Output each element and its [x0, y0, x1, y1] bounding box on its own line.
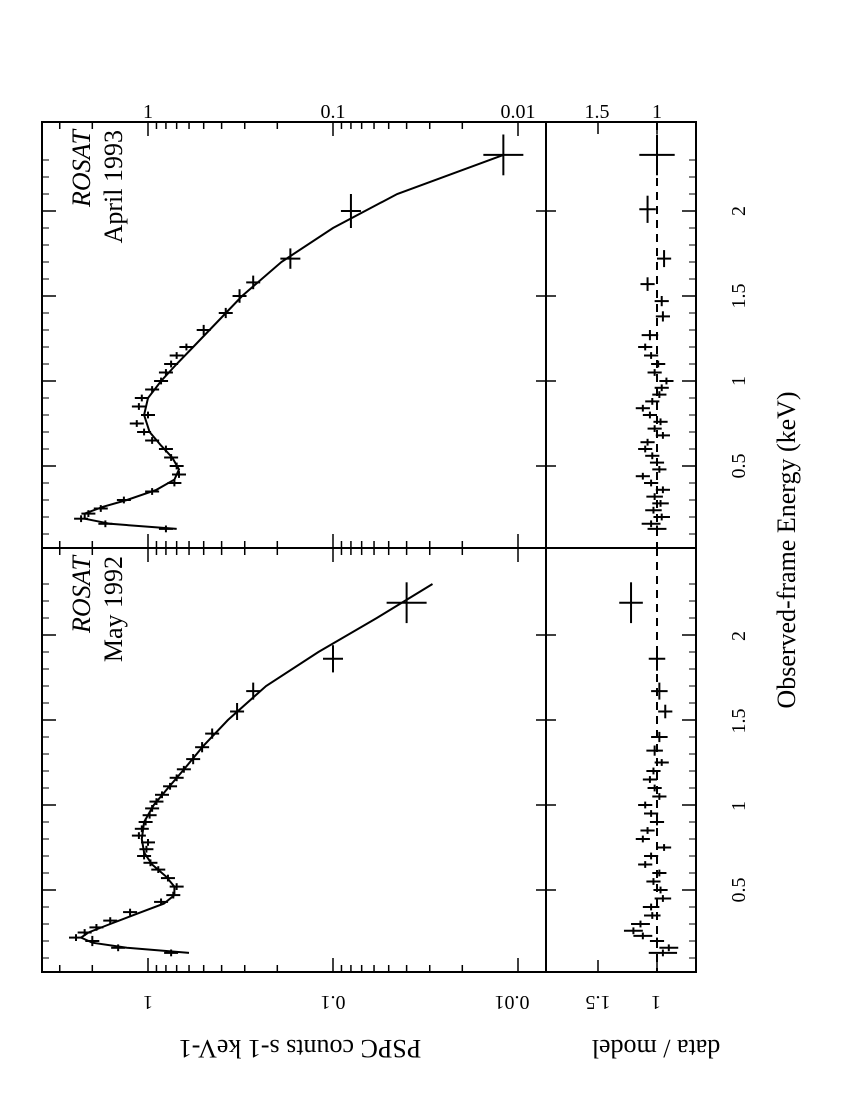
y-axis-title: PSPC counts s-1 keV-1	[179, 1034, 421, 1063]
right-tick-1.5-may: 1.5	[728, 709, 750, 734]
bottom-tick-label-ratio-1: 1	[651, 991, 661, 1013]
annotation-epoch-may: May 1992	[99, 556, 128, 662]
right-tick-2-april: 2	[728, 206, 750, 216]
annotation-april: ROSAT April 1993	[67, 128, 128, 243]
bottom-tick-label-0.01: 0.01	[495, 991, 530, 1013]
annotation-epoch-april: April 1993	[99, 130, 128, 243]
model-curve	[83, 153, 504, 530]
right-tick-0.5-may: 0.5	[728, 878, 750, 903]
right-axis: 0.5 1 1.5 2 0.5 1 1.5 2 Observed-frame E…	[728, 206, 801, 903]
top-tick-label-ratio-1: 1	[652, 101, 662, 123]
right-tick-1-april: 1	[728, 376, 750, 386]
top-tick-label-0.01: 0.01	[501, 101, 536, 123]
annotation-mission-may: ROSAT	[67, 554, 96, 634]
right-tick-2-may: 2	[728, 631, 750, 641]
ratio-axis-title: data / model	[592, 1034, 721, 1063]
bottom-axis: 1 0.1 0.01 1.5 1 PSPC counts s-1 keV-1 d…	[143, 991, 720, 1063]
bottom-tick-label-1: 1	[143, 991, 153, 1013]
annotation-may: ROSAT May 1992	[67, 554, 128, 662]
right-tick-1.5-april: 1.5	[728, 284, 750, 309]
right-tick-1-may: 1	[728, 801, 750, 811]
right-tick-0.5-april: 0.5	[728, 454, 750, 479]
top-tick-label-1.5: 1.5	[585, 101, 610, 123]
top-tick-label-0.1: 0.1	[321, 101, 346, 123]
top-tick-label-1: 1	[143, 101, 153, 123]
x-axis-title: Observed-frame Energy (keV)	[772, 391, 801, 708]
top-axis: 1 0.1 0.01 1.5 1	[143, 101, 662, 123]
bottom-tick-label-1.5: 1.5	[586, 991, 611, 1013]
plot-layer	[41, 121, 697, 973]
model-curve	[79, 583, 434, 954]
bottom-tick-label-0.1: 0.1	[321, 991, 346, 1013]
annotation-mission-april: ROSAT	[67, 128, 96, 208]
